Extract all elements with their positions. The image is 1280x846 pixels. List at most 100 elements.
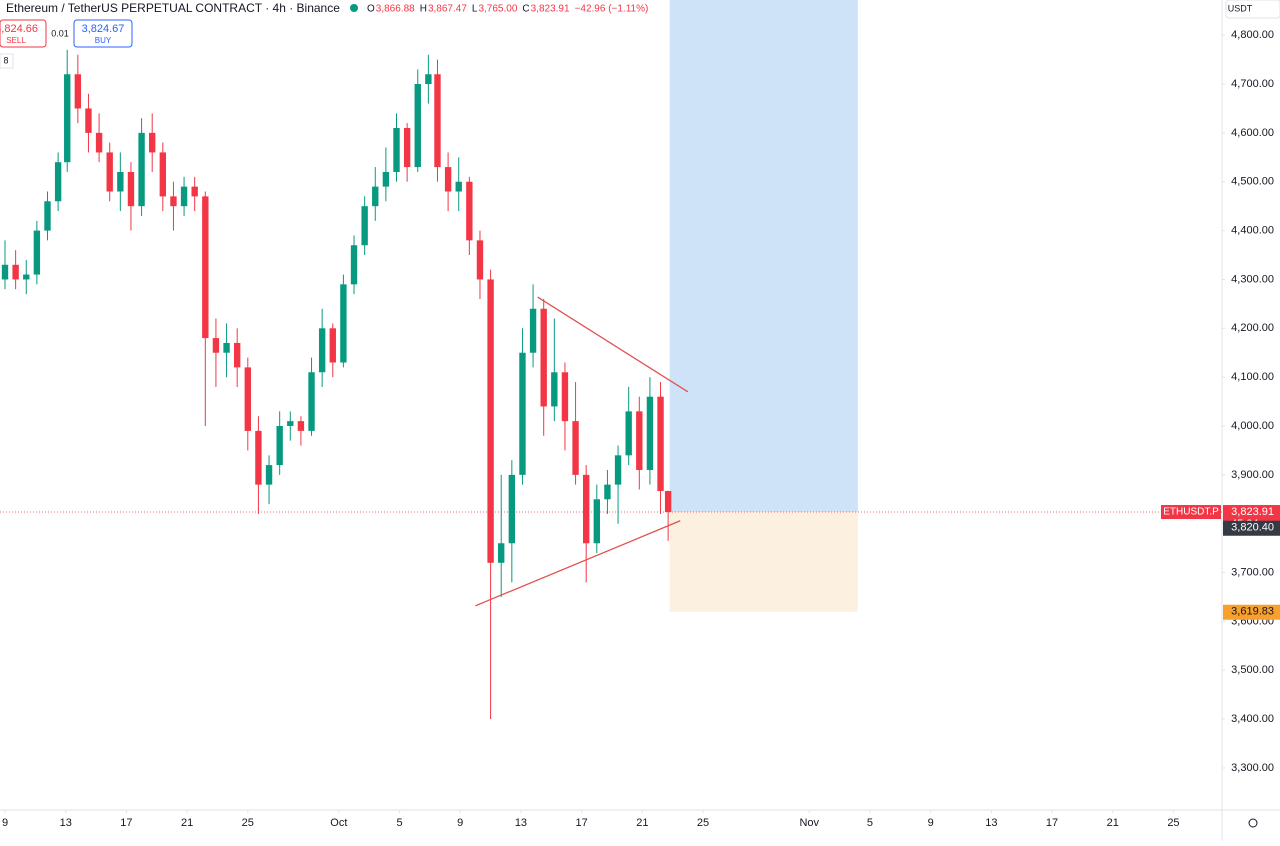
bid-label: 3,820.40	[1231, 522, 1274, 534]
x-tick-label: 5	[396, 817, 402, 829]
sell-label: SELL	[6, 36, 26, 45]
candle-body	[498, 543, 505, 563]
candle-body	[593, 499, 600, 544]
candle-body	[625, 411, 632, 456]
candle-body	[308, 372, 315, 431]
candle-body	[159, 152, 167, 197]
currency: USDT	[1228, 3, 1253, 13]
y-tick-label: 4,100.00	[1231, 371, 1274, 383]
candle-body	[361, 206, 368, 246]
buy-label: BUY	[95, 36, 112, 45]
candle-body	[1, 264, 9, 280]
y-tick-label: 4,500.00	[1231, 176, 1274, 188]
x-tick-label: 25	[697, 817, 709, 829]
last-price-label: 3,823.91	[1231, 506, 1274, 518]
legend-key: L	[472, 4, 478, 15]
candle-body	[85, 108, 92, 133]
y-tick-label: 3,300.00	[1231, 762, 1274, 774]
candle-body	[414, 84, 421, 168]
y-tick-label: 4,400.00	[1231, 224, 1274, 236]
trendline	[537, 296, 689, 393]
badge[interactable]	[0, 53, 14, 69]
y-tick-label: 3,400.00	[1231, 713, 1274, 725]
legend-value: 3,867.47	[428, 4, 467, 15]
x-tick-label: 17	[1046, 817, 1058, 829]
candle-body	[23, 274, 30, 280]
x-tick-label: 25	[242, 817, 254, 829]
settings-icon[interactable]	[1248, 818, 1258, 828]
y-tick-label: 3,900.00	[1231, 469, 1274, 481]
candle-body	[350, 245, 358, 285]
trendline	[475, 520, 681, 607]
candle-body	[297, 421, 305, 431]
candle-body	[74, 74, 82, 109]
candle-body	[529, 308, 537, 353]
candle-body	[519, 352, 526, 475]
candle-body	[223, 342, 230, 353]
x-tick-label: 13	[515, 817, 527, 829]
stop-tag	[1223, 604, 1280, 620]
candle-body	[138, 132, 145, 207]
candle-body	[657, 396, 664, 492]
candle-body	[265, 465, 273, 485]
x-tick-label: 25	[1167, 817, 1179, 829]
legend-key: C	[522, 4, 529, 15]
candle-body	[604, 484, 611, 500]
legend-key: O	[367, 4, 375, 15]
candle-body	[551, 372, 558, 407]
x-tick-label: 17	[576, 817, 588, 829]
y-tick-label: 4,700.00	[1231, 78, 1274, 90]
candle-body	[170, 196, 177, 207]
y-tick-label: 4,000.00	[1231, 420, 1274, 432]
candle-body	[393, 127, 400, 172]
candle-body	[12, 264, 19, 280]
candle-body	[244, 367, 251, 431]
candle-body	[540, 308, 547, 407]
candle-body	[212, 338, 220, 353]
x-tick-label: 9	[457, 817, 463, 829]
y-tick-label: 3,500.00	[1231, 664, 1274, 676]
candle-body	[44, 201, 51, 231]
x-tick-label: 9	[928, 817, 934, 829]
buy-price: 3,824.67	[82, 23, 125, 35]
header: Ethereum / TetherUS PERPETUAL CONTRACT ·…	[6, 1, 648, 15]
candle-body	[276, 426, 283, 466]
x-tick-label: 13	[985, 817, 997, 829]
bid-tag	[1223, 520, 1280, 536]
stop-label: 3,619.83	[1231, 606, 1274, 618]
spread: 0.01	[51, 28, 69, 38]
buy-button[interactable]	[73, 19, 133, 48]
legend-value: 3,866.88	[376, 4, 415, 15]
title: Ethereum / TetherUS PERPETUAL CONTRACT ·…	[6, 1, 340, 15]
candle-body	[255, 430, 262, 485]
x-tick-label: 21	[181, 817, 193, 829]
y-tick-label: 4,600.00	[1231, 127, 1274, 139]
candle-body	[455, 181, 462, 192]
x-tick-label: 21	[1107, 817, 1119, 829]
candle-body	[583, 474, 590, 544]
candle-body	[191, 186, 198, 197]
currency-button[interactable]	[1225, 0, 1280, 19]
sell-button[interactable]	[0, 19, 47, 48]
y-tick-label: 3,700.00	[1231, 566, 1274, 578]
plot	[0, 0, 1222, 720]
legend-value: 3,765.00	[478, 4, 517, 15]
symbol-tag	[1161, 505, 1221, 520]
y-tick-label: 4,300.00	[1231, 273, 1274, 285]
x-tick-label: 5	[867, 817, 873, 829]
candle-body	[476, 240, 484, 280]
candle-body	[636, 411, 643, 470]
candle-body	[614, 455, 622, 485]
legend-key: H	[420, 4, 427, 15]
candle-body	[106, 152, 113, 192]
candle-body	[329, 328, 336, 363]
y-tick-label: 4,800.00	[1231, 29, 1274, 41]
candle-body	[33, 230, 41, 275]
sell-price: 3,824.66	[0, 23, 38, 35]
candle-body	[117, 171, 124, 192]
x-tick-label: 21	[636, 817, 648, 829]
legend-value: 3,823.91	[531, 4, 570, 15]
candle-body	[646, 396, 654, 470]
